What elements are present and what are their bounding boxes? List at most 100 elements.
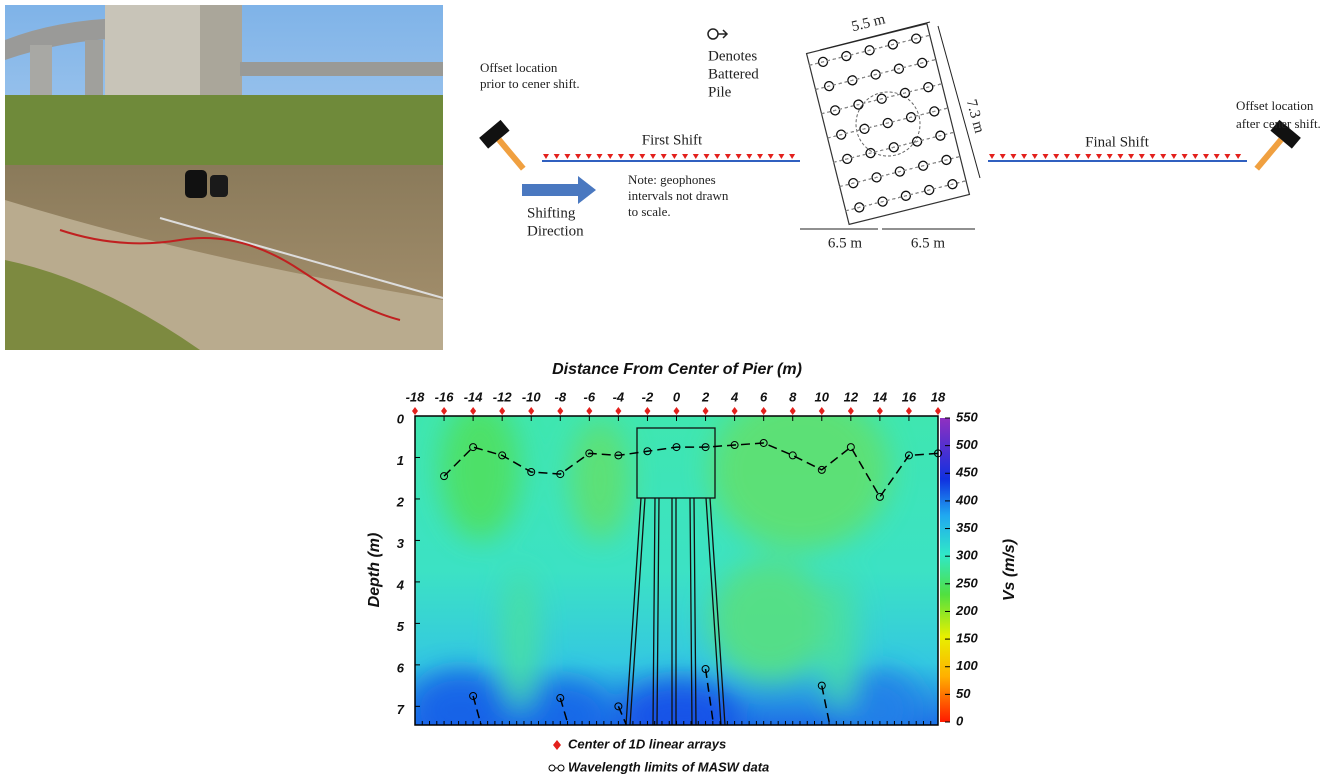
x-tick-label: 18 — [931, 389, 946, 404]
geophone — [1010, 154, 1017, 159]
array-center — [470, 407, 477, 415]
contour-chart: Distance From Center of Pier (m) — [366, 361, 1018, 774]
pile — [923, 82, 934, 93]
grid-dash — [815, 59, 936, 90]
geophone — [735, 154, 742, 159]
geophone — [1085, 154, 1092, 159]
array-center — [876, 407, 883, 415]
lower-limit-tail — [472, 695, 482, 726]
array-center — [441, 407, 448, 415]
limit-point — [788, 451, 797, 460]
geophone — [1074, 154, 1081, 159]
dimension: 6.5 m — [828, 235, 863, 251]
geophone — [660, 154, 667, 159]
y-tick-label: 2 — [396, 494, 405, 509]
geophone — [999, 154, 1006, 159]
geophone — [671, 154, 678, 159]
x-tick-label: -10 — [522, 389, 542, 404]
dimension: 5.5 m — [850, 11, 887, 35]
geophone — [1213, 154, 1220, 159]
schematic: Offset location prior to cener shift. Fi… — [479, 11, 1321, 251]
pile — [917, 57, 928, 69]
y-tick-label: 7 — [397, 702, 405, 717]
geophone — [1106, 154, 1113, 159]
geophone — [1117, 154, 1124, 159]
array-center — [586, 407, 593, 415]
array-center — [528, 407, 535, 415]
limit-point — [817, 465, 826, 474]
x-tick-label: 4 — [730, 389, 739, 404]
geophone — [650, 154, 656, 159]
geophone — [767, 154, 774, 159]
colorbar-tick-label: 100 — [956, 658, 978, 673]
colorbar-tick-label: 400 — [955, 492, 978, 507]
y-tick-label: 6 — [397, 660, 405, 675]
y-axis-label: Depth (m) — [366, 533, 383, 608]
x-tick-label: 6 — [760, 389, 768, 404]
label: Shifting — [527, 205, 576, 221]
limit-point — [934, 449, 942, 458]
geophone — [682, 154, 689, 159]
geophone — [703, 154, 710, 159]
geophone — [1021, 154, 1028, 159]
label: Denotes — [708, 48, 757, 64]
grid-dash — [845, 180, 967, 212]
geophone — [1203, 154, 1209, 159]
geophone — [1170, 154, 1177, 159]
x-tick-label: -16 — [435, 389, 455, 404]
label: First Shift — [642, 132, 703, 148]
limit-point — [556, 470, 565, 479]
grid-dash — [821, 83, 942, 115]
colorbar-tick-label: 50 — [956, 686, 971, 701]
pile — [935, 130, 946, 141]
array-center — [644, 407, 651, 415]
lower-limit-tail — [704, 668, 715, 726]
x-tick-label: -6 — [584, 389, 596, 404]
geophone — [1063, 154, 1070, 159]
label: after cener shift. — [1236, 116, 1321, 131]
geophone — [607, 154, 614, 159]
limit-line — [443, 442, 939, 499]
limit-point — [498, 451, 507, 460]
array-center — [412, 407, 418, 415]
legend-label: Center of 1D linear arrays — [568, 736, 726, 751]
x-tick-label: -4 — [613, 389, 625, 404]
label: Battered — [708, 66, 759, 82]
pile — [911, 33, 922, 44]
x-tick-label: 16 — [902, 389, 917, 404]
geophone — [1235, 154, 1242, 159]
geophone — [1053, 154, 1060, 159]
legend-symbol — [553, 740, 561, 750]
label: intervals not drawn — [628, 188, 729, 203]
geophone — [553, 154, 560, 159]
geophone — [989, 154, 995, 159]
array-center — [702, 407, 709, 415]
label: Direction — [527, 223, 584, 239]
label: Offset location — [1236, 98, 1314, 113]
x-tick-label: 10 — [815, 389, 830, 404]
geophone — [714, 154, 721, 159]
geophone — [692, 154, 699, 159]
array-center — [673, 407, 680, 415]
geophone — [1031, 154, 1038, 159]
limit-point — [875, 492, 884, 501]
grid-dash — [839, 156, 961, 188]
limit-point — [527, 467, 536, 476]
array-center — [905, 407, 912, 415]
lower-limit-tail — [821, 685, 831, 726]
limit-point — [469, 443, 478, 452]
array-center — [847, 407, 854, 415]
label: Offset location — [480, 60, 558, 75]
limit-point — [759, 438, 768, 447]
legend-label: Wavelength limits of MASW data — [568, 759, 769, 774]
x-tick-label: -8 — [554, 389, 566, 404]
geophone — [617, 154, 624, 159]
geophone — [596, 154, 603, 159]
dimension: 6.5 m — [911, 235, 946, 251]
geophone — [1149, 154, 1156, 159]
label: to scale. — [628, 204, 671, 219]
lower-limit-point — [614, 702, 623, 711]
colorbar-tick-label: 250 — [955, 575, 978, 590]
shift-arrow — [522, 176, 596, 204]
geophone — [1128, 154, 1135, 159]
